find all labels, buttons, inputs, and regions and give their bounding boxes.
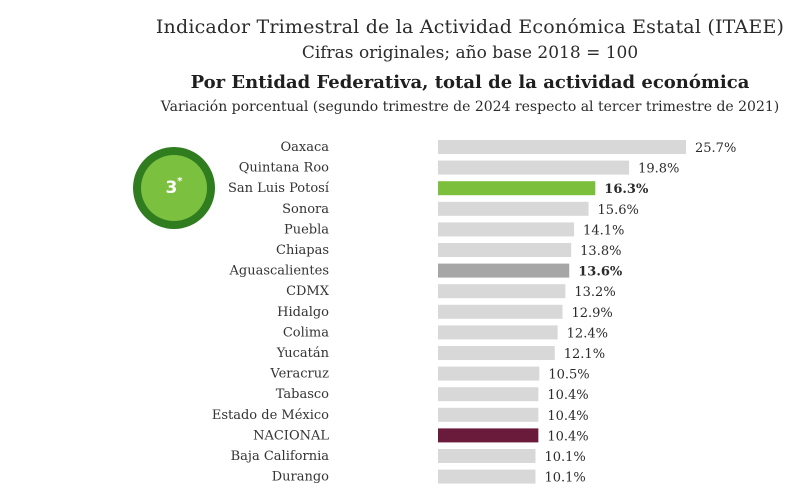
bar-oaxaca bbox=[438, 140, 686, 154]
bar-tabasco bbox=[438, 387, 539, 402]
chart-title: Indicador Trimestral de la Actividad Eco… bbox=[155, 16, 785, 38]
bar-aguascalientes bbox=[438, 263, 570, 278]
bar-quintana-roo bbox=[438, 160, 630, 175]
value-label: 12.1% bbox=[564, 347, 605, 362]
value-label: 15.6% bbox=[598, 203, 639, 218]
bar-yucatán bbox=[438, 346, 555, 360]
category-label: Quintana Roo bbox=[239, 161, 329, 176]
bar-chiapas bbox=[438, 243, 572, 257]
value-label: 10.5% bbox=[548, 368, 589, 383]
bar-nacional bbox=[438, 428, 539, 443]
category-label: Oaxaca bbox=[280, 140, 329, 155]
category-label: Veracruz bbox=[269, 367, 329, 382]
value-label: 13.2% bbox=[574, 285, 615, 300]
category-label: Hidalgo bbox=[277, 305, 329, 320]
rank-asterisk: * bbox=[177, 176, 183, 187]
value-label: 10.4% bbox=[547, 409, 588, 424]
category-label: Chiapas bbox=[276, 243, 329, 258]
bar-puebla bbox=[438, 222, 575, 237]
category-label: Durango bbox=[272, 470, 329, 485]
category-label: Estado de México bbox=[212, 408, 329, 423]
category-label: Tabasco bbox=[276, 387, 329, 402]
value-label: 10.4% bbox=[547, 388, 588, 403]
rank-badge-inner: 3* bbox=[141, 155, 207, 221]
bar-durango bbox=[438, 469, 536, 484]
bar-veracruz bbox=[438, 366, 540, 381]
value-label: 12.4% bbox=[567, 326, 608, 341]
category-label: Yucatán bbox=[276, 346, 330, 361]
value-label: 13.6% bbox=[578, 265, 623, 280]
bar-baja-california bbox=[438, 449, 536, 463]
bar-cdmx bbox=[438, 284, 566, 299]
bar-san-luis-potosí bbox=[438, 181, 596, 196]
value-label: 10.1% bbox=[544, 450, 585, 465]
category-label: Puebla bbox=[284, 222, 329, 237]
bar-colima bbox=[438, 325, 558, 340]
category-label: Colima bbox=[283, 325, 329, 340]
chart-description: Variación porcentual (segundo trimestre … bbox=[160, 99, 780, 115]
value-label: 10.1% bbox=[544, 471, 585, 486]
category-label: Sonora bbox=[282, 202, 329, 217]
value-label: 12.9% bbox=[571, 306, 612, 321]
category-label: San Luis Potosí bbox=[228, 181, 330, 196]
category-label: Baja California bbox=[231, 449, 330, 464]
rank-number: 3 bbox=[165, 178, 178, 198]
bar-hidalgo bbox=[438, 304, 563, 319]
value-label: 25.7% bbox=[695, 141, 736, 156]
category-label: CDMX bbox=[286, 284, 330, 299]
bar-sonora bbox=[438, 201, 589, 216]
chart-heading: Por Entidad Federativa, total de la acti… bbox=[190, 72, 750, 93]
value-label: 14.1% bbox=[583, 223, 624, 238]
chart-subtitle: Cifras originales; año base 2018 = 100 bbox=[301, 43, 639, 63]
bar-estado-de-méxico bbox=[438, 407, 539, 422]
value-label: 19.8% bbox=[638, 162, 679, 177]
category-label: Aguascalientes bbox=[228, 264, 329, 279]
value-label: 13.8% bbox=[580, 244, 621, 259]
rank-badge: 3* bbox=[133, 147, 215, 229]
value-label: 10.4% bbox=[547, 429, 588, 444]
value-label: 16.3% bbox=[604, 182, 649, 197]
category-label: NACIONAL bbox=[253, 428, 329, 443]
rank-badge-text: 3* bbox=[141, 155, 207, 221]
